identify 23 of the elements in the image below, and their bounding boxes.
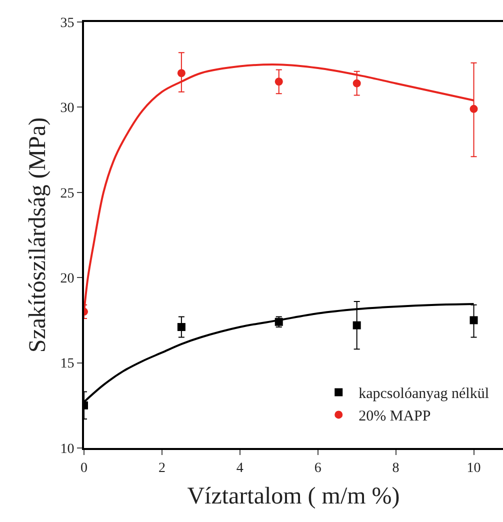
legend-label: kapcsolóanyag nélkül [358,386,490,402]
point [177,69,186,78]
y-tick-label: 35 [60,16,74,31]
point [352,321,361,330]
y-axis-title: Szakítószilárdság (MPa) [24,117,51,353]
y-tick-label: 20 [60,272,74,286]
y-tick-label: 25 [60,186,74,202]
y-tick-label: 15 [60,356,74,372]
y-tick-label: 30 [60,101,74,116]
point [470,316,478,324]
x-tick-label: 4 [236,460,244,476]
point [177,323,186,332]
x-tick-label: 6 [314,460,322,476]
point [274,78,283,86]
point [352,79,361,88]
legend-label: 20% MAPP [358,408,431,425]
x-tick-label: 2 [158,460,166,476]
x-tick-label: 10 [466,460,481,476]
point [470,104,478,113]
x-tick-label: 8 [392,460,400,476]
x-axis-title: Víztartalom ( m/m %) [187,484,400,510]
y-tick-label: 10 [60,442,74,457]
x-tick-label: 0 [80,460,88,476]
